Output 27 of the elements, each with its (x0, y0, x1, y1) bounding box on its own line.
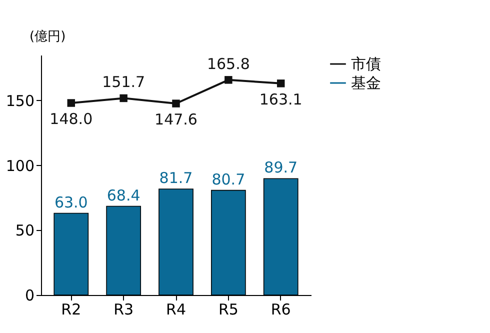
x-tick-label: R4 (166, 300, 186, 318)
x-tick-label: R6 (270, 300, 291, 318)
y-tick-label: 100 (6, 156, 34, 175)
legend-label: 市債 (351, 55, 381, 73)
data-label: 68.4 (106, 186, 140, 204)
y-tick-label: 150 (6, 92, 34, 110)
point (172, 100, 180, 108)
data-label: 163.1 (259, 90, 302, 108)
y-axis-title: (億円) (30, 30, 66, 44)
data-label: 165.8 (206, 54, 250, 73)
point (276, 80, 285, 88)
data-label: 148.0 (50, 110, 93, 128)
y-tick-label: 50 (15, 222, 34, 240)
data-label: 80.7 (212, 170, 246, 188)
data-label: 89.7 (264, 158, 298, 177)
x-tick-label: R3 (114, 300, 134, 318)
point (67, 99, 76, 107)
data-label: 63.0 (54, 193, 88, 212)
data-label: 151.7 (102, 73, 146, 92)
data-label: 147.6 (154, 110, 198, 129)
point (120, 94, 128, 102)
legend-label: 基金 (351, 74, 381, 92)
point (224, 76, 232, 84)
data-label: 81.7 (159, 169, 193, 188)
x-tick-label: R2 (61, 300, 82, 318)
y-tick-label: 0 (24, 286, 34, 304)
x-tick-label: R5 (218, 300, 238, 318)
